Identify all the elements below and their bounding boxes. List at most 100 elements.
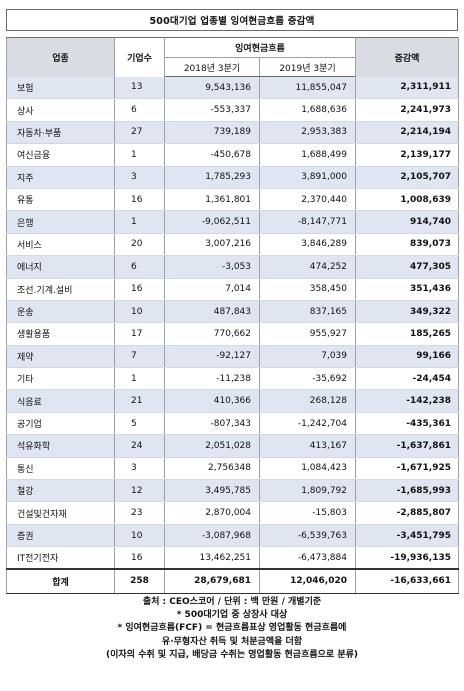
cell-2019q3: -8,147,771 — [259, 210, 356, 234]
table-row: 유통 16 1,361,801 2,370,440 1,008,639 — [6, 188, 459, 212]
cell-industry: 상사 — [6, 98, 115, 122]
total-label: 합계 — [6, 568, 115, 594]
cell-2018q3: -450,678 — [164, 143, 260, 167]
cell-change: -1,671,925 — [355, 457, 459, 481]
table-row: 서비스 20 3,007,216 3,846,289 839,073 — [6, 233, 459, 257]
cell-2019q3: 7,039 — [259, 345, 356, 369]
cell-industry: 석유화학 — [6, 434, 115, 458]
table-row: 석유화학 24 2,051,028 413,167 -1,637,861 — [6, 434, 459, 458]
cell-count: 10 — [114, 300, 165, 324]
cell-count: 27 — [114, 121, 165, 145]
total-2019: 12,046,020 — [259, 568, 356, 594]
cell-2018q3: -92,127 — [164, 345, 260, 369]
cell-change: 2,214,194 — [355, 121, 459, 145]
table-title: 500대기업 업종별 잉여현금흐름 증감액 — [6, 9, 458, 31]
cell-2019q3: 837,165 — [259, 300, 356, 324]
table-row: 공기업 5 -807,343 -1,242,704 -435,361 — [6, 412, 459, 436]
table-row: 여신금융 1 -450,678 1,688,499 2,139,177 — [6, 143, 459, 167]
cell-2018q3: -11,238 — [164, 367, 260, 391]
cell-count: 6 — [114, 98, 165, 122]
cell-industry: 기타 — [6, 367, 115, 391]
table-row: IT전기전자 16 13,462,251 -6,473,884 -19,936,135 — [6, 546, 459, 570]
cell-change: 2,241,973 — [355, 98, 459, 122]
cell-change: 1,008,639 — [355, 188, 459, 212]
cell-industry: 에너지 — [6, 255, 115, 279]
table-row: 은행 1 -9,062,511 -8,147,771 914,740 — [6, 210, 459, 234]
cell-change: 914,740 — [355, 210, 459, 234]
header-count: 기업수 — [114, 37, 165, 77]
cell-change: 2,105,707 — [355, 166, 459, 189]
table-row: 지주 3 1,785,293 3,891,000 2,105,707 — [6, 166, 459, 189]
cell-2018q3: 1,785,293 — [164, 166, 260, 189]
header-industry: 업종 — [6, 37, 115, 77]
cell-change: 185,265 — [355, 322, 459, 346]
cell-change: -3,451,795 — [355, 524, 459, 548]
cell-industry: 유통 — [6, 188, 115, 212]
cell-2018q3: 487,843 — [164, 300, 260, 324]
cell-industry: 보험 — [6, 76, 115, 100]
cell-2018q3: -9,062,511 — [164, 210, 260, 234]
table-row: 생활용품 17 770,662 955,927 185,265 — [6, 322, 459, 346]
table-row: 운송 10 487,843 837,165 349,322 — [6, 300, 459, 324]
cell-2019q3: -1,242,704 — [259, 412, 356, 436]
total-2018: 28,679,681 — [164, 568, 260, 594]
cell-2018q3: 2,756348 — [164, 457, 260, 481]
table-body: 보험 13 9,543,136 11,855,047 2,311,911 상사 6 -553,… — [6, 76, 459, 570]
footnote-line: (이자의 수취 및 지급, 배당금 수취는 영업활동 현금흐름으로 분류) — [106, 649, 358, 660]
header-change: 증감액 — [355, 37, 459, 77]
cell-2019q3: -35,692 — [259, 367, 356, 391]
cell-industry: 운송 — [6, 300, 115, 324]
cell-2019q3: -6,473,884 — [259, 546, 356, 570]
cell-count: 13 — [114, 76, 165, 100]
cell-2018q3: 3,007,216 — [164, 233, 260, 257]
cell-change: 99,166 — [355, 345, 459, 369]
cell-change: 351,436 — [355, 278, 459, 301]
table-row: 건설및건자재 23 2,870,004 -15,803 -2,885,807 — [6, 501, 459, 525]
cell-2019q3: -6,539,763 — [259, 524, 356, 548]
cell-industry: 지주 — [6, 166, 115, 189]
footnote-line: * 500대기업 중 상장사 대상 — [176, 610, 288, 621]
cell-industry: 제약 — [6, 345, 115, 369]
cell-2018q3: 9,543,136 — [164, 76, 260, 100]
cell-industry: 증권 — [6, 524, 115, 548]
cell-2018q3: 410,366 — [164, 389, 260, 413]
cell-count: 24 — [114, 434, 165, 458]
cell-industry: IT전기전자 — [6, 546, 115, 570]
cell-2019q3: 358,450 — [259, 278, 356, 301]
cell-2019q3: 2,953,383 — [259, 121, 356, 145]
cell-change: 477,305 — [355, 255, 459, 279]
table-row: 통신 3 2,756348 1,084,423 -1,671,925 — [6, 457, 459, 481]
cell-2019q3: 474,252 — [259, 255, 356, 279]
header-fcf-group: 잉여현금흐름 — [164, 37, 356, 58]
cell-count: 16 — [114, 278, 165, 301]
cell-2018q3: 739,189 — [164, 121, 260, 145]
header-2019q3: 2019년 3분기 — [259, 57, 356, 77]
cell-2019q3: 1,809,792 — [259, 479, 356, 503]
cell-2019q3: 1,688,499 — [259, 143, 356, 167]
cell-2018q3: 770,662 — [164, 322, 260, 346]
cell-change: -142,238 — [355, 389, 459, 413]
cell-2018q3: 1,361,801 — [164, 188, 260, 212]
table-row: 식음료 21 410,366 268,128 -142,238 — [6, 389, 459, 413]
table-row: 자동차·부품 27 739,189 2,953,383 2,214,194 — [6, 121, 459, 145]
cell-2019q3: 2,370,440 — [259, 188, 356, 212]
cell-count: 1 — [114, 367, 165, 391]
cell-2019q3: 955,927 — [259, 322, 356, 346]
cell-2018q3: 2,051,028 — [164, 434, 260, 458]
cell-2019q3: 1,688,636 — [259, 98, 356, 122]
cell-2018q3: -3,087,968 — [164, 524, 260, 548]
cell-change: -2,885,807 — [355, 501, 459, 525]
table-row: 에너지 6 -3,053 474,252 477,305 — [6, 255, 459, 279]
cell-count: 23 — [114, 501, 165, 525]
cell-industry: 서비스 — [6, 233, 115, 257]
footnote-line: 유·무형자산 취득 및 처분금액을 더함 — [161, 636, 303, 647]
total-count: 258 — [114, 568, 165, 594]
cell-change: 2,139,177 — [355, 143, 459, 167]
cell-2019q3: 11,855,047 — [259, 76, 356, 100]
cell-industry: 식음료 — [6, 389, 115, 413]
cell-2018q3: 2,870,004 — [164, 501, 260, 525]
cell-2018q3: -553,337 — [164, 98, 260, 122]
cell-count: 3 — [114, 457, 165, 481]
table-row: 보험 13 9,543,136 11,855,047 2,311,911 — [6, 76, 459, 100]
